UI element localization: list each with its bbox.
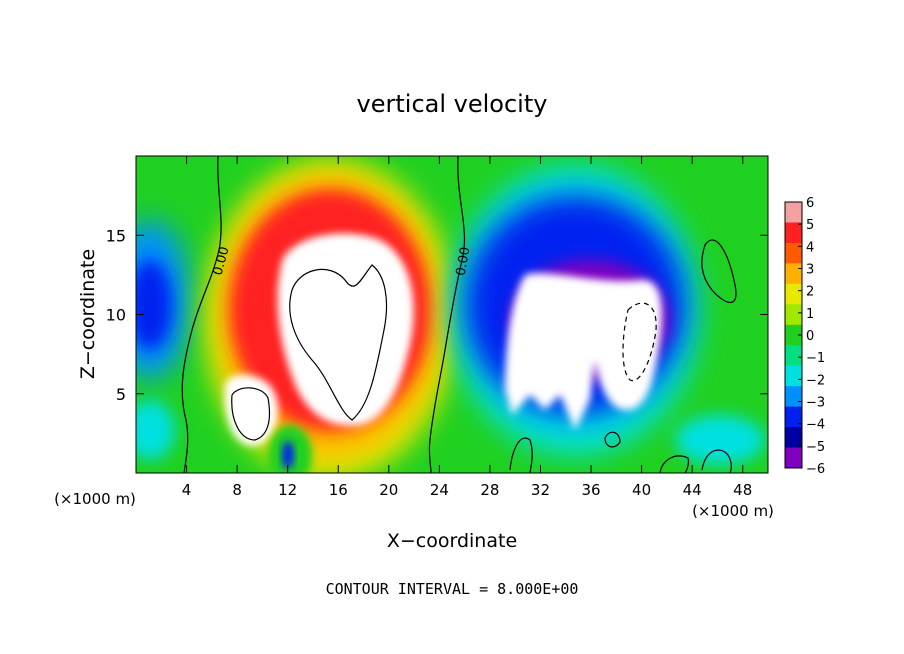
x-tick-label: 44 (683, 481, 702, 499)
colorbar: 6 5 4 3 2 1 0 −1 −2 −3 −4 −5 −6 (784, 196, 825, 477)
colorbar-tick-label: −3 (806, 396, 825, 411)
colorbar-swatch (785, 345, 802, 367)
colorbar-tick-label: 3 (806, 263, 814, 278)
positive-field (136, 160, 455, 473)
colorbar-swatch (785, 263, 802, 285)
x-tick-label: 24 (430, 481, 449, 499)
downdraft-dashed-contour (622, 302, 657, 382)
contour-label-right: 0.00 (454, 246, 474, 277)
y-axis-ticks: 5 10 15 (106, 226, 768, 404)
y-tick-label: 10 (106, 306, 126, 325)
x-tick-label: 48 (733, 481, 752, 499)
lower-left-contour (231, 387, 271, 441)
x-unit-right: (×1000 m) (692, 502, 774, 520)
colorbar-tick-label: 2 (806, 285, 814, 300)
colorbar-swatch (785, 242, 802, 264)
colorbar-swatch (785, 304, 802, 326)
heatmap-field (136, 156, 768, 473)
lower-left-cyan-patch (136, 400, 175, 460)
upwind-dark-patch (136, 260, 172, 350)
contour-lines (181, 156, 737, 473)
bottom-contour-c (509, 437, 533, 473)
bottom-right-contour-a (659, 455, 690, 473)
colorbar-tick-label: 4 (806, 240, 814, 255)
colorbar-tick-label: −4 (806, 418, 825, 433)
x-tick-label: 4 (182, 481, 192, 499)
x-tick-label: 16 (329, 481, 348, 499)
colorbar-swatch (785, 283, 802, 305)
colorbar-swatch (785, 324, 802, 346)
colorbar-swatch (785, 222, 802, 244)
zero-contour-left (181, 156, 222, 473)
colorbar-tick-label: −6 (806, 462, 825, 477)
x-tick-label: 20 (379, 481, 398, 499)
zero-contour-right (428, 156, 466, 473)
y-axis-label: Z−coordinate (77, 249, 99, 379)
bottom-right-contour-b (701, 449, 732, 473)
colorbar-tick-label: 0 (806, 329, 814, 344)
updraft-white-core (277, 233, 414, 426)
x-tick-label: 32 (531, 481, 550, 499)
x-tick-label: 12 (278, 481, 297, 499)
x-axis-label: X−coordinate (387, 530, 517, 552)
downdraft-white-core (505, 273, 662, 430)
small-contour-d (604, 431, 621, 448)
chart-title: vertical velocity (357, 90, 548, 118)
colorbar-tick-label: −2 (806, 373, 825, 388)
updraft-inner-contour (289, 264, 388, 421)
x-tick-label: 36 (581, 481, 600, 499)
colorbar-tick-label: 6 (806, 196, 814, 211)
y-tick-label: 5 (116, 385, 126, 404)
x-axis-ticks: 4 8 12 16 20 24 28 32 36 40 44 48 (182, 156, 752, 499)
colorbar-swatch (785, 427, 802, 449)
colorbar-swatch (785, 447, 802, 469)
colorbar-tick-label: 5 (806, 218, 814, 233)
lower-right-cyan-patch (675, 415, 765, 465)
colorbar-swatch (785, 386, 802, 408)
colorbar-swatch (785, 202, 802, 223)
x-tick-label: 40 (632, 481, 651, 499)
contour-interval-note: CONTOUR INTERVAL = 8.000E+00 (326, 580, 579, 598)
x-tick-label: 8 (232, 481, 242, 499)
colorbar-tick-label: 1 (806, 307, 814, 322)
x-tick-label: 28 (480, 481, 499, 499)
contour-label-left: 0.00 (211, 245, 233, 277)
contour-labels: 0.00 0.00 (211, 245, 474, 277)
negative-field (450, 165, 765, 465)
colorbar-swatch (785, 365, 802, 387)
y-tick-label: 15 (106, 226, 126, 245)
right-closed-contour (701, 239, 737, 304)
colorbar-tick-label: −5 (806, 440, 825, 455)
x-unit-left: (×1000 m) (54, 490, 136, 508)
colorbar-tick-label: −1 (806, 351, 825, 366)
notch-blue-patch (282, 441, 294, 469)
colorbar-swatch (785, 406, 802, 428)
